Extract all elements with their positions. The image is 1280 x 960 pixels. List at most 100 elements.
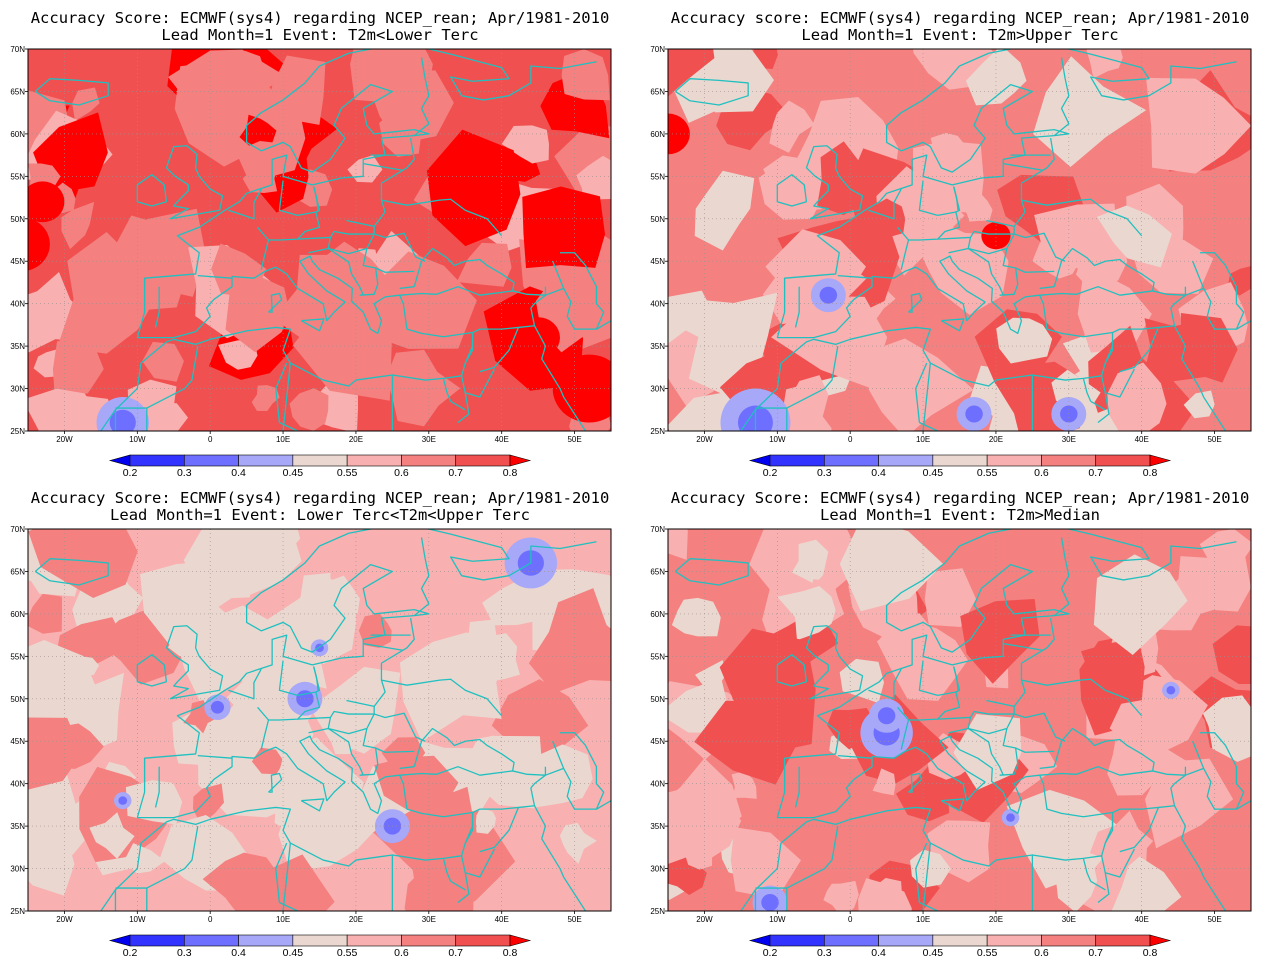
contour-patch [719, 628, 816, 757]
accuracy-map: 20W 10W 0 10E 20E 30E 40E 50E 70N 65N 60N 55N 50N 45N… [10, 525, 612, 959]
contour-patch [399, 632, 511, 742]
low-score-patch [1060, 405, 1078, 423]
contour-field [28, 529, 611, 911]
contour-patch [215, 529, 301, 576]
contour-patch [202, 852, 282, 911]
colorbar-arrow-high [1149, 934, 1172, 947]
contour-patch [866, 338, 974, 431]
contour-patch [183, 700, 219, 734]
panel-title: Accuracy Score: ECMWF(sys4) regarding NC… [670, 489, 1250, 507]
contour-patch [924, 568, 977, 628]
colorbar-arrow-low [748, 454, 771, 467]
colorbar-arrow-high [1149, 454, 1172, 467]
contour-patch [95, 215, 190, 311]
colorbar-segment [878, 934, 934, 947]
contour-patch [1202, 695, 1251, 742]
contour-patch [688, 292, 778, 400]
lat-tick-label: 35N [650, 342, 665, 351]
contour-patch [404, 847, 479, 911]
accuracy-map: 20W 10W 0 10E 20E 30E 40E 50E 70N 65N 60N 55N 50N 45N… [10, 45, 612, 479]
contour-patch [1107, 730, 1191, 796]
colorbar-label: 0.7 [1088, 467, 1103, 479]
colorbar-segment [183, 454, 239, 467]
colorbar-segment [986, 934, 1042, 947]
colorbar-segment [183, 934, 239, 947]
low-score-patch [819, 286, 838, 304]
panel-title: Accuracy Score: ECMWF(sys4) regarding NC… [30, 489, 610, 507]
lat-tick-label: 40N [10, 300, 25, 309]
lon-tick-label: 30E [1062, 915, 1076, 924]
contour-patch [1032, 239, 1081, 279]
colorbar-arrow-high [509, 454, 532, 467]
colorbar-label: 0.7 [1088, 947, 1103, 959]
lat-tick-label: 35N [10, 342, 25, 351]
lon-tick-label: 50E [567, 435, 581, 444]
colorbar-label: 0.8 [1143, 467, 1158, 479]
contour-patch [791, 375, 829, 420]
contour-patch [1107, 362, 1167, 431]
contour-patch [668, 758, 742, 865]
lat-tick-label: 25N [10, 427, 25, 436]
lat-tick-label: 30N [650, 865, 665, 874]
colorbar-label: 0.4 [231, 947, 246, 959]
lon-tick-label: 20W [56, 435, 73, 444]
contour-patch [251, 385, 280, 411]
coastlines [674, 49, 1251, 431]
lat-tick-label: 45N [650, 737, 665, 746]
colorbar-segment [823, 454, 879, 467]
map-frame [667, 528, 1252, 912]
lat-tick-label: 50N [650, 215, 665, 224]
contour-patch [668, 49, 715, 97]
contour-patch [1111, 852, 1182, 911]
contour-field [28, 49, 611, 431]
lat-tick-label: 45N [10, 257, 25, 266]
lat-tick-label: 50N [650, 695, 665, 704]
contour-patch [125, 780, 183, 825]
contour-patch [211, 243, 267, 299]
lat-tick-label: 55N [650, 172, 665, 181]
contour-patch [28, 830, 75, 896]
low-score-patch [210, 700, 225, 714]
coastlines [34, 529, 611, 911]
contour-patch [1081, 637, 1145, 707]
colorbar-label: 0.45 [923, 947, 944, 959]
lat-tick-label: 65N [650, 87, 665, 96]
colorbar-label: 0.3 [177, 947, 192, 959]
lon-tick-label: 20E [989, 435, 1003, 444]
colorbar: 0.2 0.3 0.4 0.45 0.55 0.6 0.7 0.8 [748, 934, 1172, 959]
contour-patch [528, 588, 611, 694]
lat-tick-label: 65N [650, 567, 665, 576]
colorbar-segment [1041, 454, 1097, 467]
colorbar-segment [932, 454, 988, 467]
colorbar-segment [238, 934, 294, 947]
colorbar-label: 0.45 [283, 947, 304, 959]
contour-patch [142, 341, 184, 382]
lat-tick-label: 35N [650, 822, 665, 831]
colorbar-label: 0.2 [763, 467, 778, 479]
colorbar-label: 0.55 [977, 467, 998, 479]
colorbar-segment [878, 454, 934, 467]
lon-tick-label: 10E [276, 435, 290, 444]
contour-patch [1146, 77, 1251, 174]
colorbar-label: 0.3 [817, 947, 832, 959]
coastlines [674, 529, 1251, 911]
colorbar-label: 0.8 [503, 467, 518, 479]
lat-tick-label: 45N [10, 737, 25, 746]
low-score-patch [965, 405, 983, 423]
lat-tick-label: 55N [10, 652, 25, 661]
panel-subtitle: Lead Month=1 Event: T2m>Upper Terc [801, 26, 1119, 44]
colorbar: 0.2 0.3 0.4 0.45 0.55 0.6 0.7 0.8 [748, 454, 1172, 479]
lat-tick-label: 30N [10, 385, 25, 394]
colorbar-label: 0.2 [123, 467, 138, 479]
map-frame [667, 48, 1252, 432]
contour-patch [367, 70, 454, 145]
contour-patch [426, 129, 521, 247]
contour-patch [823, 880, 859, 911]
lat-tick-label: 25N [650, 427, 665, 436]
lat-tick-label: 70N [650, 45, 665, 54]
lat-tick-label: 70N [650, 525, 665, 534]
colorbar-label: 0.3 [177, 467, 192, 479]
contour-field [668, 49, 1251, 431]
contour-patch [1142, 318, 1215, 382]
contour-patch [292, 287, 392, 401]
